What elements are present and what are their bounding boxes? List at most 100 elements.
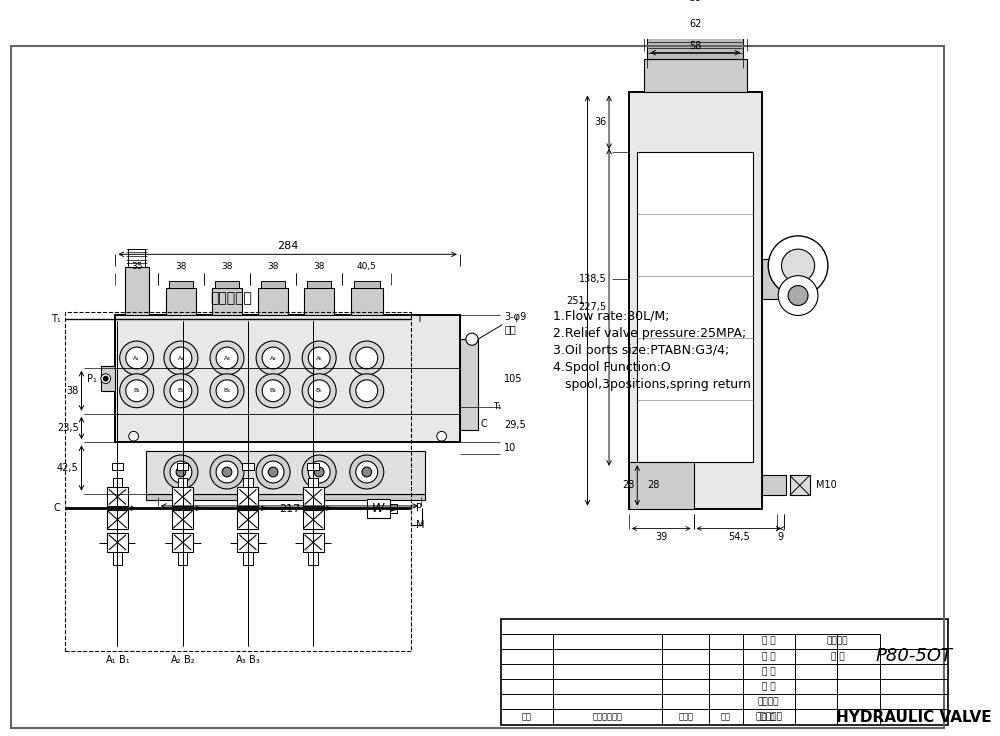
Bar: [644, 60, 747, 93]
Text: 更改人: 更改人: [678, 712, 693, 721]
Bar: [237, 510, 258, 529]
Bar: [107, 533, 128, 552]
Text: 2.Relief valve pressure:25MPA;: 2.Relief valve pressure:25MPA;: [553, 327, 746, 340]
Text: 38: 38: [313, 261, 325, 271]
Circle shape: [216, 380, 238, 402]
Circle shape: [120, 341, 154, 375]
Bar: [177, 463, 188, 470]
Text: 40,5: 40,5: [357, 261, 377, 271]
Bar: [354, 281, 380, 289]
Circle shape: [216, 347, 238, 369]
Text: 液压原理图: 液压原理图: [210, 291, 252, 305]
Circle shape: [129, 431, 138, 441]
Bar: [146, 451, 425, 494]
Bar: [303, 510, 324, 529]
Bar: [390, 503, 397, 513]
Circle shape: [126, 380, 148, 402]
Text: 35: 35: [131, 261, 142, 271]
Text: 3.Oil ports size:PTABN:G3/4;: 3.Oil ports size:PTABN:G3/4;: [553, 344, 729, 357]
Bar: [113, 552, 122, 565]
Circle shape: [103, 376, 108, 381]
Text: ►: ►: [390, 503, 397, 513]
Text: 105: 105: [504, 374, 523, 384]
Circle shape: [268, 467, 278, 477]
Text: T₁: T₁: [51, 314, 60, 324]
Text: 284: 284: [277, 241, 298, 252]
Bar: [65, 311, 411, 651]
Circle shape: [210, 374, 244, 408]
Bar: [307, 463, 319, 470]
Circle shape: [256, 374, 290, 408]
Text: 28: 28: [622, 481, 634, 490]
Text: 标准化检查: 标准化检查: [755, 712, 782, 721]
Circle shape: [788, 286, 808, 305]
Circle shape: [210, 341, 244, 375]
Circle shape: [164, 455, 198, 489]
Text: B₁: B₁: [133, 389, 140, 393]
Circle shape: [262, 380, 284, 402]
Bar: [242, 463, 254, 470]
Circle shape: [778, 276, 818, 316]
Text: 描 图: 描 图: [762, 667, 776, 676]
Text: 29,5: 29,5: [504, 420, 526, 431]
Text: A₁: A₁: [133, 355, 140, 361]
Text: P80-5OT: P80-5OT: [876, 648, 953, 665]
Text: B₁: B₁: [119, 656, 129, 665]
Bar: [501, 618, 948, 725]
Text: T₁: T₁: [493, 402, 501, 411]
Text: 单 件: 单 件: [762, 712, 775, 721]
Text: 38: 38: [175, 261, 187, 271]
Bar: [647, 29, 743, 60]
Bar: [308, 478, 318, 487]
Text: 3-φ9: 3-φ9: [505, 312, 527, 322]
Circle shape: [170, 461, 192, 483]
Text: A₂: A₂: [171, 656, 181, 665]
Bar: [629, 462, 694, 509]
Text: B₂: B₂: [184, 656, 195, 665]
Text: 54,5: 54,5: [728, 532, 750, 542]
Circle shape: [101, 374, 111, 383]
Bar: [629, 93, 762, 509]
Text: A₄: A₄: [270, 355, 276, 361]
Circle shape: [356, 347, 378, 369]
Circle shape: [302, 455, 336, 489]
Text: B₅: B₅: [316, 389, 322, 393]
Bar: [113, 478, 122, 487]
Text: B₄: B₄: [270, 389, 276, 393]
Text: 28: 28: [648, 481, 660, 490]
Text: A₃: A₃: [236, 656, 247, 665]
Circle shape: [262, 461, 284, 483]
Bar: [652, 10, 738, 29]
Text: A₃: A₃: [224, 355, 230, 361]
Circle shape: [216, 461, 238, 483]
Circle shape: [350, 455, 384, 489]
Bar: [637, 152, 753, 462]
Bar: [367, 499, 390, 517]
Text: 80: 80: [689, 0, 702, 4]
Bar: [112, 463, 123, 470]
Text: B₃: B₃: [224, 389, 230, 393]
Circle shape: [768, 236, 828, 296]
Text: 42,5: 42,5: [57, 463, 79, 473]
Circle shape: [256, 455, 290, 489]
Circle shape: [120, 374, 154, 408]
Text: 日期: 日期: [721, 712, 731, 721]
Text: 制 图: 制 图: [762, 652, 776, 661]
Bar: [115, 315, 460, 442]
Bar: [101, 367, 115, 391]
Bar: [169, 281, 193, 289]
Circle shape: [164, 374, 198, 408]
Bar: [172, 510, 193, 529]
Bar: [107, 487, 128, 506]
Text: 10: 10: [504, 443, 516, 453]
Bar: [215, 281, 239, 289]
Bar: [762, 475, 786, 495]
Text: 9: 9: [777, 532, 783, 542]
Text: M: M: [416, 520, 424, 531]
Bar: [172, 487, 193, 506]
Text: 4.Spool Function:O: 4.Spool Function:O: [553, 361, 671, 374]
Bar: [303, 533, 324, 552]
Bar: [303, 487, 324, 506]
Circle shape: [262, 347, 284, 369]
Text: 1.Flow rate:80L/M;: 1.Flow rate:80L/M;: [553, 310, 670, 322]
